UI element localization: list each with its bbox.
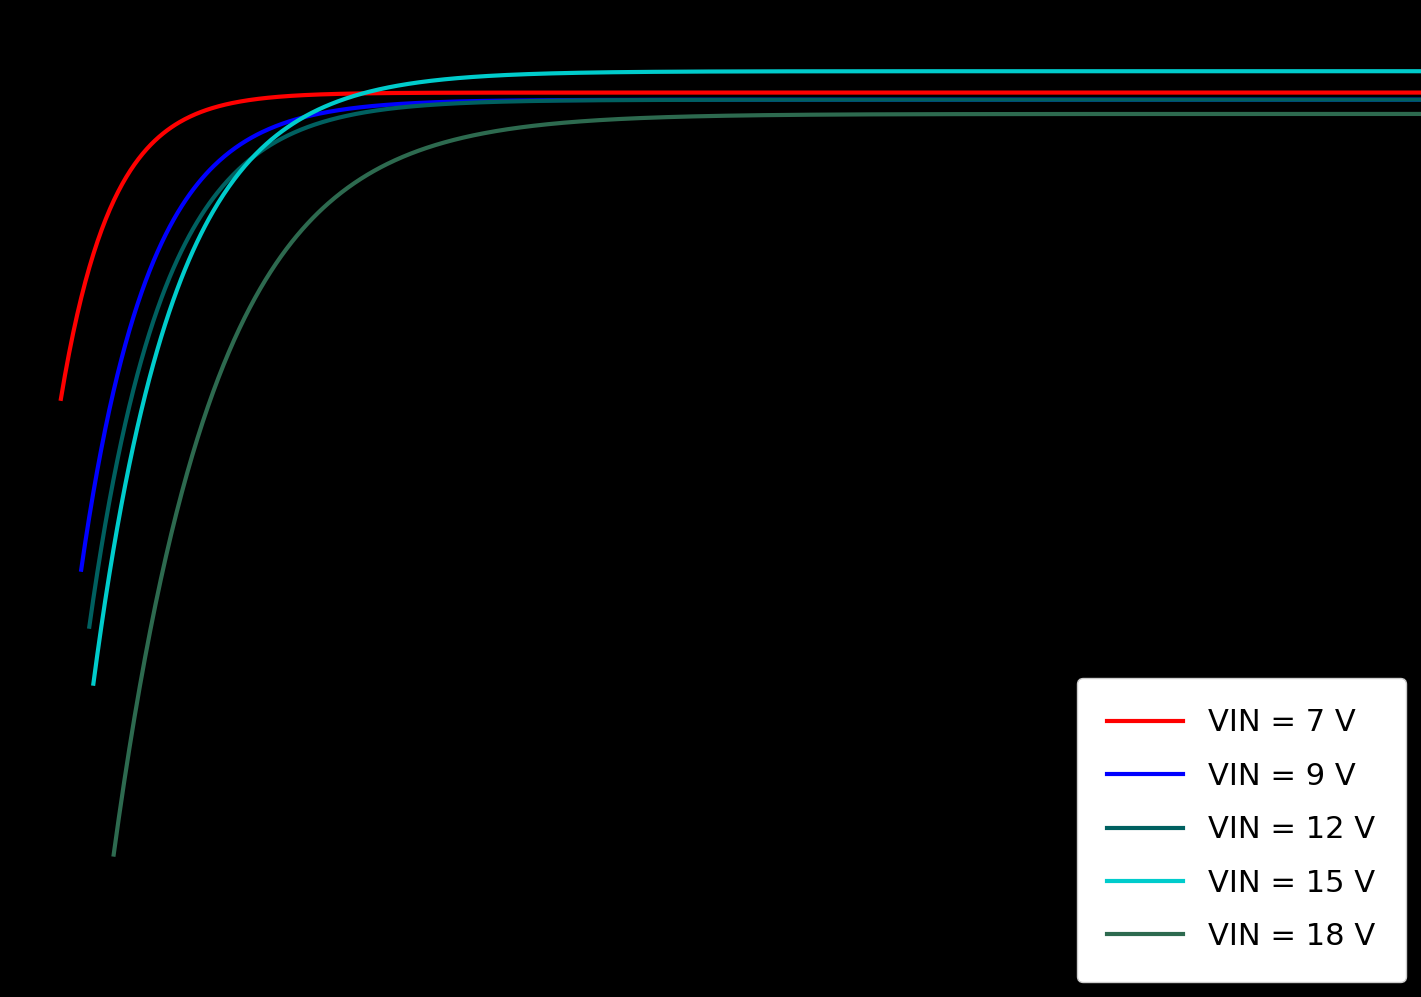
VIN = 7 V [651, 87, 668, 99]
VIN = 15 V [85, 678, 102, 690]
VIN = 7 V [1137, 87, 1154, 99]
VIN = 12 V [1120, 94, 1137, 106]
VIN = 15 V [622, 66, 639, 78]
Line: VIN = 7 V: VIN = 7 V [61, 93, 1421, 399]
VIN = 9 V [72, 563, 90, 575]
Line: VIN = 9 V: VIN = 9 V [81, 100, 1421, 569]
VIN = 12 V [217, 177, 234, 189]
Line: VIN = 18 V: VIN = 18 V [114, 114, 1421, 854]
VIN = 15 V [220, 180, 237, 192]
VIN = 12 V [1412, 94, 1421, 106]
VIN = 18 V [1412, 108, 1421, 120]
VIN = 18 V [634, 112, 651, 124]
VIN = 12 V [81, 621, 98, 633]
VIN = 9 V [993, 94, 1010, 106]
VIN = 7 V [53, 393, 70, 405]
Line: VIN = 15 V: VIN = 15 V [94, 71, 1421, 684]
VIN = 7 V [192, 107, 209, 119]
VIN = 15 V [669, 66, 686, 78]
VIN = 18 V [105, 848, 122, 860]
VIN = 18 V [1124, 108, 1141, 120]
VIN = 18 V [239, 307, 256, 319]
VIN = 12 V [620, 94, 637, 106]
VIN = 9 V [614, 94, 631, 106]
VIN = 18 V [681, 111, 698, 123]
VIN = 15 V [1144, 65, 1161, 77]
Line: VIN = 12 V: VIN = 12 V [90, 100, 1421, 627]
VIN = 9 V [1117, 94, 1134, 106]
VIN = 9 V [209, 156, 226, 167]
VIN = 9 V [1141, 94, 1158, 106]
VIN = 12 V [668, 94, 685, 106]
VIN = 9 V [1412, 94, 1421, 106]
Legend: VIN = 7 V, VIN = 9 V, VIN = 12 V, VIN = 15 V, VIN = 18 V: VIN = 7 V, VIN = 9 V, VIN = 12 V, VIN = … [1077, 678, 1405, 982]
VIN = 12 V [995, 94, 1012, 106]
VIN = 7 V [603, 87, 620, 99]
VIN = 7 V [1113, 87, 1130, 99]
VIN = 12 V [1144, 94, 1161, 106]
VIN = 15 V [1412, 65, 1421, 77]
VIN = 15 V [996, 65, 1013, 77]
VIN = 15 V [1120, 65, 1137, 77]
VIN = 18 V [1003, 108, 1020, 120]
VIN = 9 V [662, 94, 679, 106]
VIN = 7 V [1412, 87, 1421, 99]
VIN = 18 V [1148, 108, 1165, 120]
VIN = 7 V [986, 87, 1003, 99]
